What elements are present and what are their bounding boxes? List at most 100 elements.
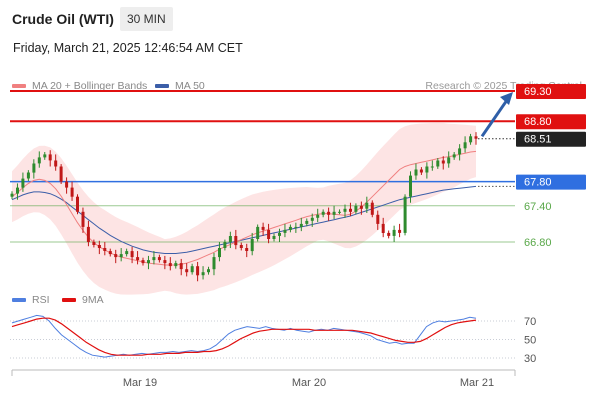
candle-body — [387, 232, 391, 236]
candle-body — [114, 254, 118, 258]
candle-body — [327, 211, 331, 215]
candle-body — [278, 232, 281, 236]
candle-body — [179, 263, 183, 270]
candle-body — [10, 193, 14, 197]
ma50-label: MA 50 — [175, 80, 205, 92]
candle-body — [168, 263, 172, 267]
candle-body — [185, 269, 189, 273]
candle-body — [343, 208, 347, 212]
legend-ma20: MA 20 + Bollinger Bands — [12, 80, 147, 92]
candle-body — [267, 229, 271, 239]
candle-body — [21, 178, 25, 188]
rsi-swatch — [12, 298, 26, 302]
candle-body — [43, 154, 47, 158]
candle-body — [398, 229, 402, 233]
candle-body — [310, 217, 314, 221]
rsi-tick-label: 50 — [524, 335, 536, 347]
candle-body — [359, 205, 363, 209]
candle-body — [338, 211, 341, 213]
level-label: 69.30 — [524, 86, 552, 98]
candle-body — [136, 257, 140, 261]
candle-body — [272, 236, 276, 239]
candle-body — [365, 202, 369, 209]
candle-body — [447, 157, 451, 164]
candle-body — [201, 272, 205, 276]
candle-body — [86, 226, 90, 242]
candle-body — [70, 187, 74, 197]
level-label: 67.80 — [524, 177, 552, 189]
candle-body — [223, 242, 227, 248]
candle-body — [409, 175, 412, 197]
candle-body — [196, 266, 200, 276]
legend-ma50: MA 50 — [155, 80, 205, 92]
candle-body — [425, 166, 429, 173]
candle-body — [163, 260, 167, 264]
candle-body — [288, 226, 292, 230]
candle-body — [239, 245, 243, 248]
candle-body — [234, 236, 238, 246]
rsi-9ma-line — [11, 317, 477, 356]
candle-body — [261, 226, 265, 230]
candle-body — [59, 166, 63, 182]
candle-body — [349, 208, 352, 212]
ma20-swatch — [12, 84, 26, 88]
candle-body — [403, 196, 407, 233]
candle-body — [469, 136, 473, 143]
candle-body — [207, 269, 210, 273]
candle-body — [419, 169, 423, 173]
candle-body — [65, 181, 69, 188]
candle-body — [119, 254, 123, 258]
level-label: 66.80 — [524, 237, 552, 249]
candle-body — [441, 160, 445, 164]
candle-body — [256, 226, 260, 239]
candle-body — [458, 148, 462, 155]
level-tag-67.80 — [516, 174, 586, 190]
candle-body — [414, 169, 418, 176]
candle-body — [103, 248, 107, 251]
forecast-arrow-head — [500, 92, 513, 105]
ma50-swatch — [155, 84, 169, 88]
rsi-tick-label: 30 — [524, 353, 536, 365]
candle-body — [299, 223, 303, 227]
candle-body — [305, 220, 309, 224]
candle-body — [108, 251, 112, 255]
rsi-tick-label: 70 — [524, 316, 536, 328]
candle-body — [245, 248, 249, 251]
candle-body — [174, 263, 178, 267]
candle-body — [228, 236, 232, 242]
candle-body — [190, 266, 194, 273]
candle-body — [283, 229, 287, 233]
candle-body — [474, 136, 478, 139]
level-tag-68.51 — [516, 131, 586, 147]
instrument-title: Crude Oil (WTI) — [12, 11, 114, 27]
x-tick-label: Mar 20 — [292, 377, 326, 389]
candle-body — [436, 160, 440, 167]
candle-body — [92, 242, 96, 245]
candle-body — [392, 229, 396, 236]
candle-body — [212, 257, 216, 270]
rsi-line — [11, 314, 477, 358]
candle-body — [54, 160, 58, 167]
candle-body — [294, 226, 298, 228]
ma9-label: 9MA — [82, 294, 104, 306]
x-tick-label: Mar 19 — [123, 377, 157, 389]
candle-body — [130, 251, 134, 258]
x-tick-label: Mar 21 — [460, 377, 494, 389]
ma20-label: MA 20 + Bollinger Bands — [32, 80, 148, 92]
candle-body — [157, 257, 161, 261]
timeframe-button[interactable]: 30 MIN — [120, 7, 173, 31]
candle-body — [316, 214, 320, 218]
legend-9ma: 9MA — [62, 294, 104, 306]
candle-body — [32, 163, 36, 173]
candle-body — [26, 172, 30, 179]
candle-body — [430, 166, 434, 168]
rsi-label: RSI — [32, 294, 50, 306]
candle-body — [81, 211, 85, 227]
candle-body — [97, 245, 101, 248]
candle-body — [250, 239, 254, 252]
candle-body — [125, 251, 129, 255]
candle-body — [332, 211, 336, 215]
candle-body — [381, 223, 385, 233]
